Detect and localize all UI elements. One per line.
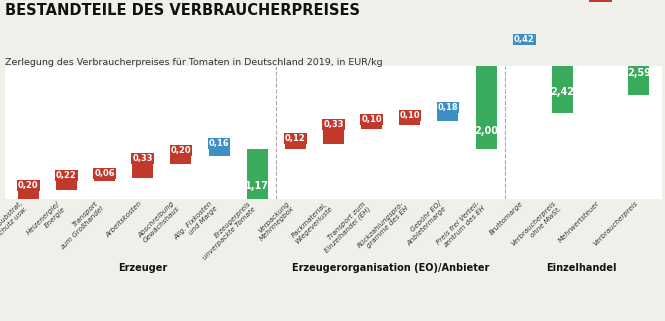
Text: 2,00: 2,00 [474,126,498,136]
Text: 0,12: 0,12 [285,134,306,143]
Text: 0,33: 0,33 [323,119,344,128]
Text: 0,10: 0,10 [400,111,420,120]
Bar [323,129,344,143]
Bar [590,2,611,9]
Bar [285,143,306,149]
Bar [628,0,649,95]
Text: 0,22: 0,22 [56,171,76,180]
Text: 0,33: 0,33 [132,154,153,163]
Bar [209,149,229,156]
Bar [18,190,39,199]
Bar [552,9,573,113]
Text: 0,20: 0,20 [170,146,191,155]
Text: Einzelhandel: Einzelhandel [546,263,617,273]
Text: 0,42: 0,42 [514,35,535,44]
Bar [361,125,382,129]
Text: 0,17: 0,17 [591,0,611,1]
Text: 2,59: 2,59 [627,68,651,78]
Text: 0,20: 0,20 [18,181,39,190]
Text: Zerlegung des Verbraucherpreises für Tomaten in Deutschland 2019, in EUR/kg: Zerlegung des Verbraucherpreises für Tom… [5,58,383,67]
Text: 1,17: 1,17 [245,181,269,192]
Text: 0,18: 0,18 [438,103,458,112]
Bar [247,149,268,199]
Bar [438,113,458,121]
Text: 0,06: 0,06 [94,169,115,178]
Text: BESTANDTEILE DES VERBRAUCHERPREISES: BESTANDTEILE DES VERBRAUCHERPREISES [5,3,360,18]
Bar [94,178,115,181]
Text: 0,16: 0,16 [209,139,229,148]
Bar [170,156,192,164]
Text: 2,42: 2,42 [551,88,575,98]
Bar [56,181,77,190]
Bar [475,63,497,149]
Bar [132,164,153,178]
Text: Erzeugerorganisation (EO)/Anbieter: Erzeugerorganisation (EO)/Anbieter [292,263,489,273]
Text: Erzeuger: Erzeuger [118,263,168,273]
Bar [399,121,420,125]
Bar [514,45,535,63]
Text: 0,10: 0,10 [361,115,382,124]
